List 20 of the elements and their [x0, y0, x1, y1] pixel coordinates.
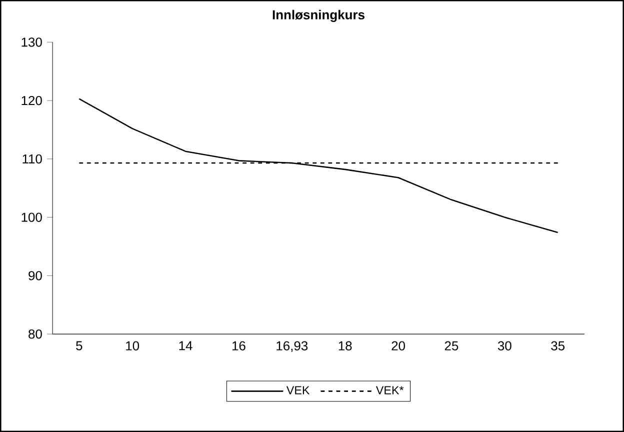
y-tick-label: 130 [22, 38, 42, 47]
chart-title: Innløsningkurs [272, 10, 364, 22]
y-tick-label: 120 [22, 96, 42, 106]
legend-label: VEK* [376, 386, 404, 394]
y-tick-label: 90 [28, 271, 42, 280]
x-tick-label: 25 [444, 341, 458, 350]
x-tick-label: 5 [76, 341, 82, 350]
x-tick-label: 16,93 [276, 341, 308, 352]
line-series [78, 98, 558, 234]
x-tick-label: 20 [392, 341, 405, 350]
y-tick-label: 80 [28, 329, 42, 339]
y-tick-label: 110 [22, 154, 42, 164]
x-tick-label: 18 [338, 341, 352, 350]
legend-label: VEK [286, 386, 310, 394]
x-tick-label: 30 [498, 341, 512, 350]
x-tick-label: 16 [232, 341, 246, 350]
x-tick-label: 35 [551, 341, 565, 350]
x-tick-label: 14 [179, 341, 192, 350]
x-tick-label: 10 [126, 341, 140, 350]
y-tick-label: 100 [22, 212, 42, 222]
